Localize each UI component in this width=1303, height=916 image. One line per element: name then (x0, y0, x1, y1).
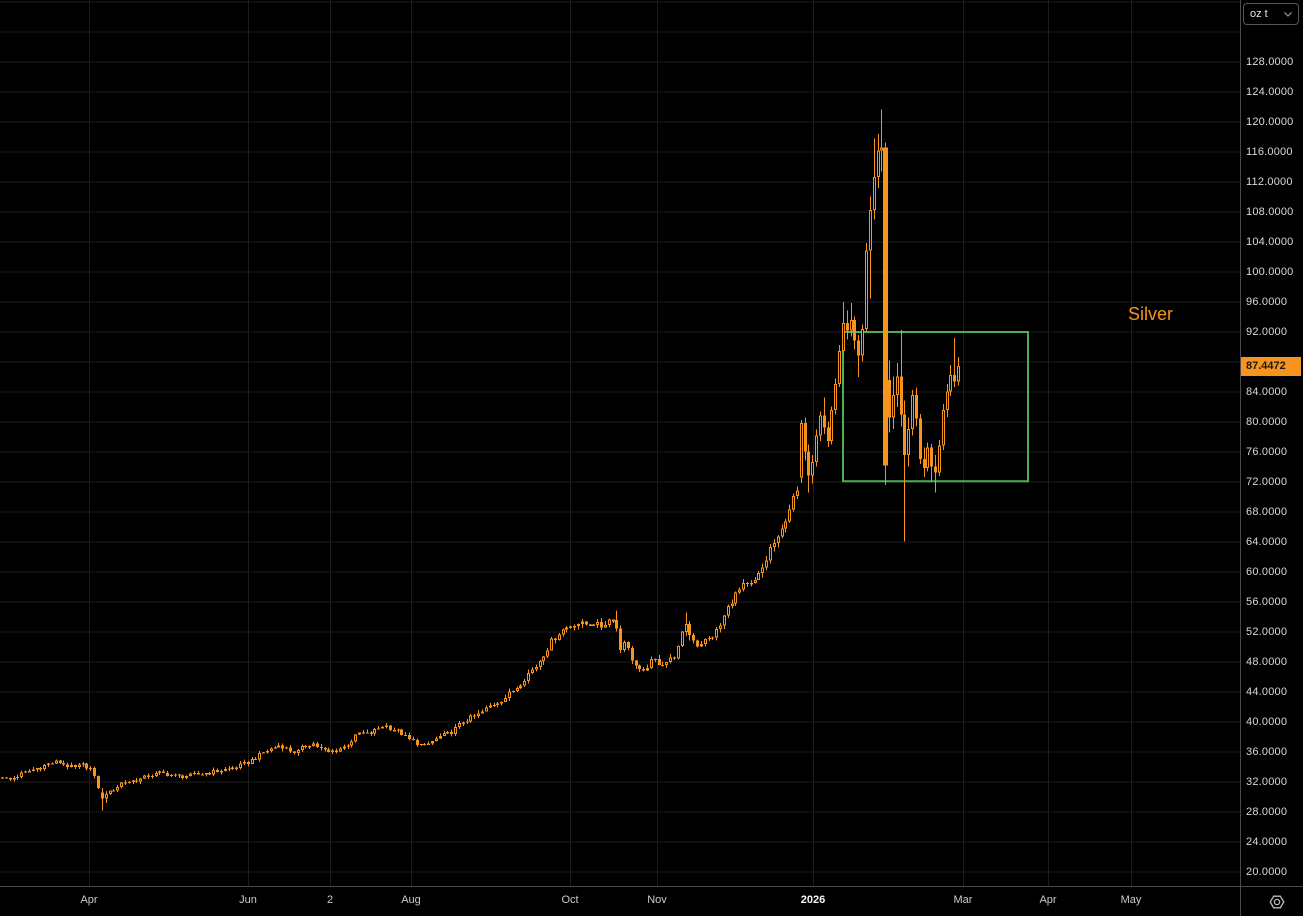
price-axis-label: 60.0000 (1246, 566, 1288, 578)
time-axis-label: Nov (647, 894, 667, 906)
grid (0, 0, 1240, 886)
price-axis-separator (1240, 0, 1241, 916)
chart-canvas[interactable] (0, 0, 1240, 886)
last-price-tag: 87.4472 (1241, 356, 1301, 376)
price-axis-label: 92.0000 (1246, 326, 1288, 338)
price-axis-label: 120.0000 (1246, 116, 1294, 128)
price-axis-label: 40.0000 (1246, 716, 1288, 728)
price-axis-label: 100.0000 (1246, 266, 1294, 278)
price-axis-label: 32.0000 (1246, 776, 1288, 788)
unit-selector-label: oz t (1250, 8, 1268, 20)
time-axis-label: Apr (80, 894, 98, 906)
price-axis-label: 20.0000 (1246, 866, 1288, 878)
price-axis-label: 28.0000 (1246, 806, 1288, 818)
price-axis-label: 36.0000 (1246, 746, 1288, 758)
time-axis-label: May (1120, 894, 1142, 906)
price-axis-label: 96.0000 (1246, 296, 1288, 308)
price-axis-label: 124.0000 (1246, 86, 1294, 98)
price-axis-label: 112.0000 (1246, 176, 1293, 188)
price-axis-label: 68.0000 (1246, 506, 1288, 518)
time-axis-label: Jun (239, 894, 257, 906)
time-axis-label: 2 (326, 894, 334, 906)
time-axis-label: Oct (561, 894, 579, 906)
price-axis-label: 56.0000 (1246, 596, 1288, 608)
axis-settings-icon[interactable] (1268, 893, 1286, 916)
price-axis[interactable]: 87.4472 128.0000 124.0000 120.0000 116.0000… (1241, 0, 1303, 886)
price-axis-label: 116.0000 (1246, 146, 1293, 158)
time-axis-label: Mar (953, 894, 973, 906)
price-axis-label: 104.0000 (1246, 236, 1294, 248)
chevron-down-icon (1284, 11, 1292, 17)
time-axis-separator (0, 886, 1303, 887)
price-axis-label: 76.0000 (1246, 446, 1288, 458)
price-axis-label: 72.0000 (1246, 476, 1288, 488)
price-axis-label: 52.0000 (1246, 626, 1288, 638)
time-axis-label: Apr (1039, 894, 1057, 906)
price-axis-label: 48.0000 (1246, 656, 1288, 668)
symbol-text-label[interactable]: Silver (1128, 304, 1174, 324)
time-axis-label: Aug (401, 894, 421, 906)
time-axis[interactable]: Apr Jun 2 Aug Oct Nov 2026 Mar Apr May (0, 887, 1303, 916)
candlestick-series (1, 109, 960, 811)
price-axis-label: 44.0000 (1246, 686, 1288, 698)
unit-selector-dropdown[interactable]: oz t (1243, 3, 1299, 25)
price-axis-label: 108.0000 (1246, 206, 1294, 218)
price-axis-label: 84.0000 (1246, 386, 1288, 398)
price-axis-label: 80.0000 (1246, 416, 1288, 428)
price-axis-label: 128.0000 (1246, 56, 1294, 68)
price-axis-label: 24.0000 (1246, 836, 1288, 848)
time-axis-label: 2026 (800, 894, 826, 906)
price-axis-label: 64.0000 (1246, 536, 1288, 548)
